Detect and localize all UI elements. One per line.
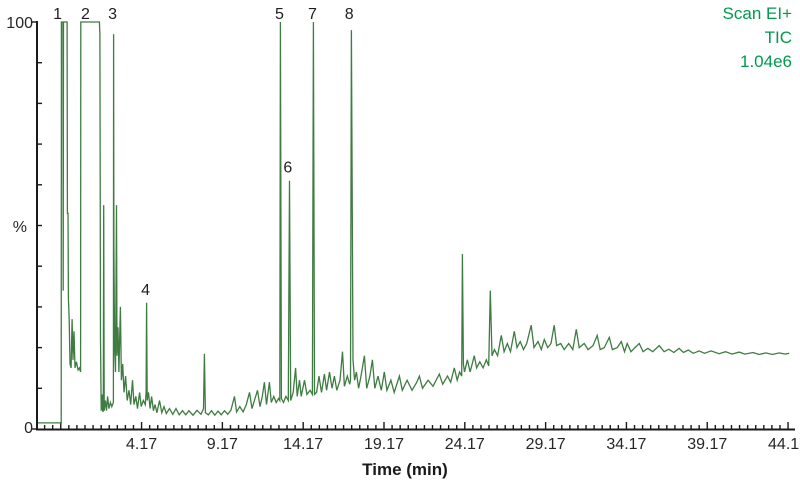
peak-label-8: 8 <box>345 6 354 23</box>
x-axis-tick-label: 29.17 <box>526 436 566 453</box>
peak-label-1: 1 <box>53 6 62 23</box>
y-axis-max-label: 100 <box>6 15 33 32</box>
annotation-scan-mode: Scan EI+ <box>723 4 793 23</box>
y-axis-min-label: 0 <box>24 420 33 437</box>
tic-trace <box>37 21 790 424</box>
peak-label-5: 5 <box>275 6 284 23</box>
x-axis-tick-label: 14.17 <box>283 436 323 453</box>
x-axis-title: Time (min) <box>362 460 448 479</box>
x-axis-tick-label: 24.17 <box>445 436 485 453</box>
x-axis-tick-label: 4.17 <box>126 436 157 453</box>
x-axis-tick-label: 44.17 <box>768 436 800 453</box>
peak-label-3: 3 <box>108 6 117 23</box>
y-axis-title: % <box>13 219 27 236</box>
x-axis-tick-label: 9.17 <box>207 436 238 453</box>
x-axis-tick-label: 39.17 <box>687 436 727 453</box>
peak-label-4: 4 <box>141 282 150 299</box>
x-tick-labels-group: 4.17 9.17 14.17 19.17 24.17 29.17 34.17 39.17 44… <box>126 436 800 453</box>
annotation-trace-type: TIC <box>765 28 792 47</box>
peak-label-7: 7 <box>308 6 317 23</box>
peak-labels-group: 1 2 3 4 5 6 7 8 <box>53 6 354 299</box>
annotation-intensity-scale: 1.04e6 <box>740 52 792 71</box>
x-axis-tick-label: 19.17 <box>364 436 404 453</box>
peak-label-2: 2 <box>81 6 90 23</box>
tic-trace-group <box>37 21 790 424</box>
axis-ticks <box>31 21 789 430</box>
x-axis-tick-label: 34.17 <box>606 436 646 453</box>
peak-label-6: 6 <box>283 160 292 177</box>
